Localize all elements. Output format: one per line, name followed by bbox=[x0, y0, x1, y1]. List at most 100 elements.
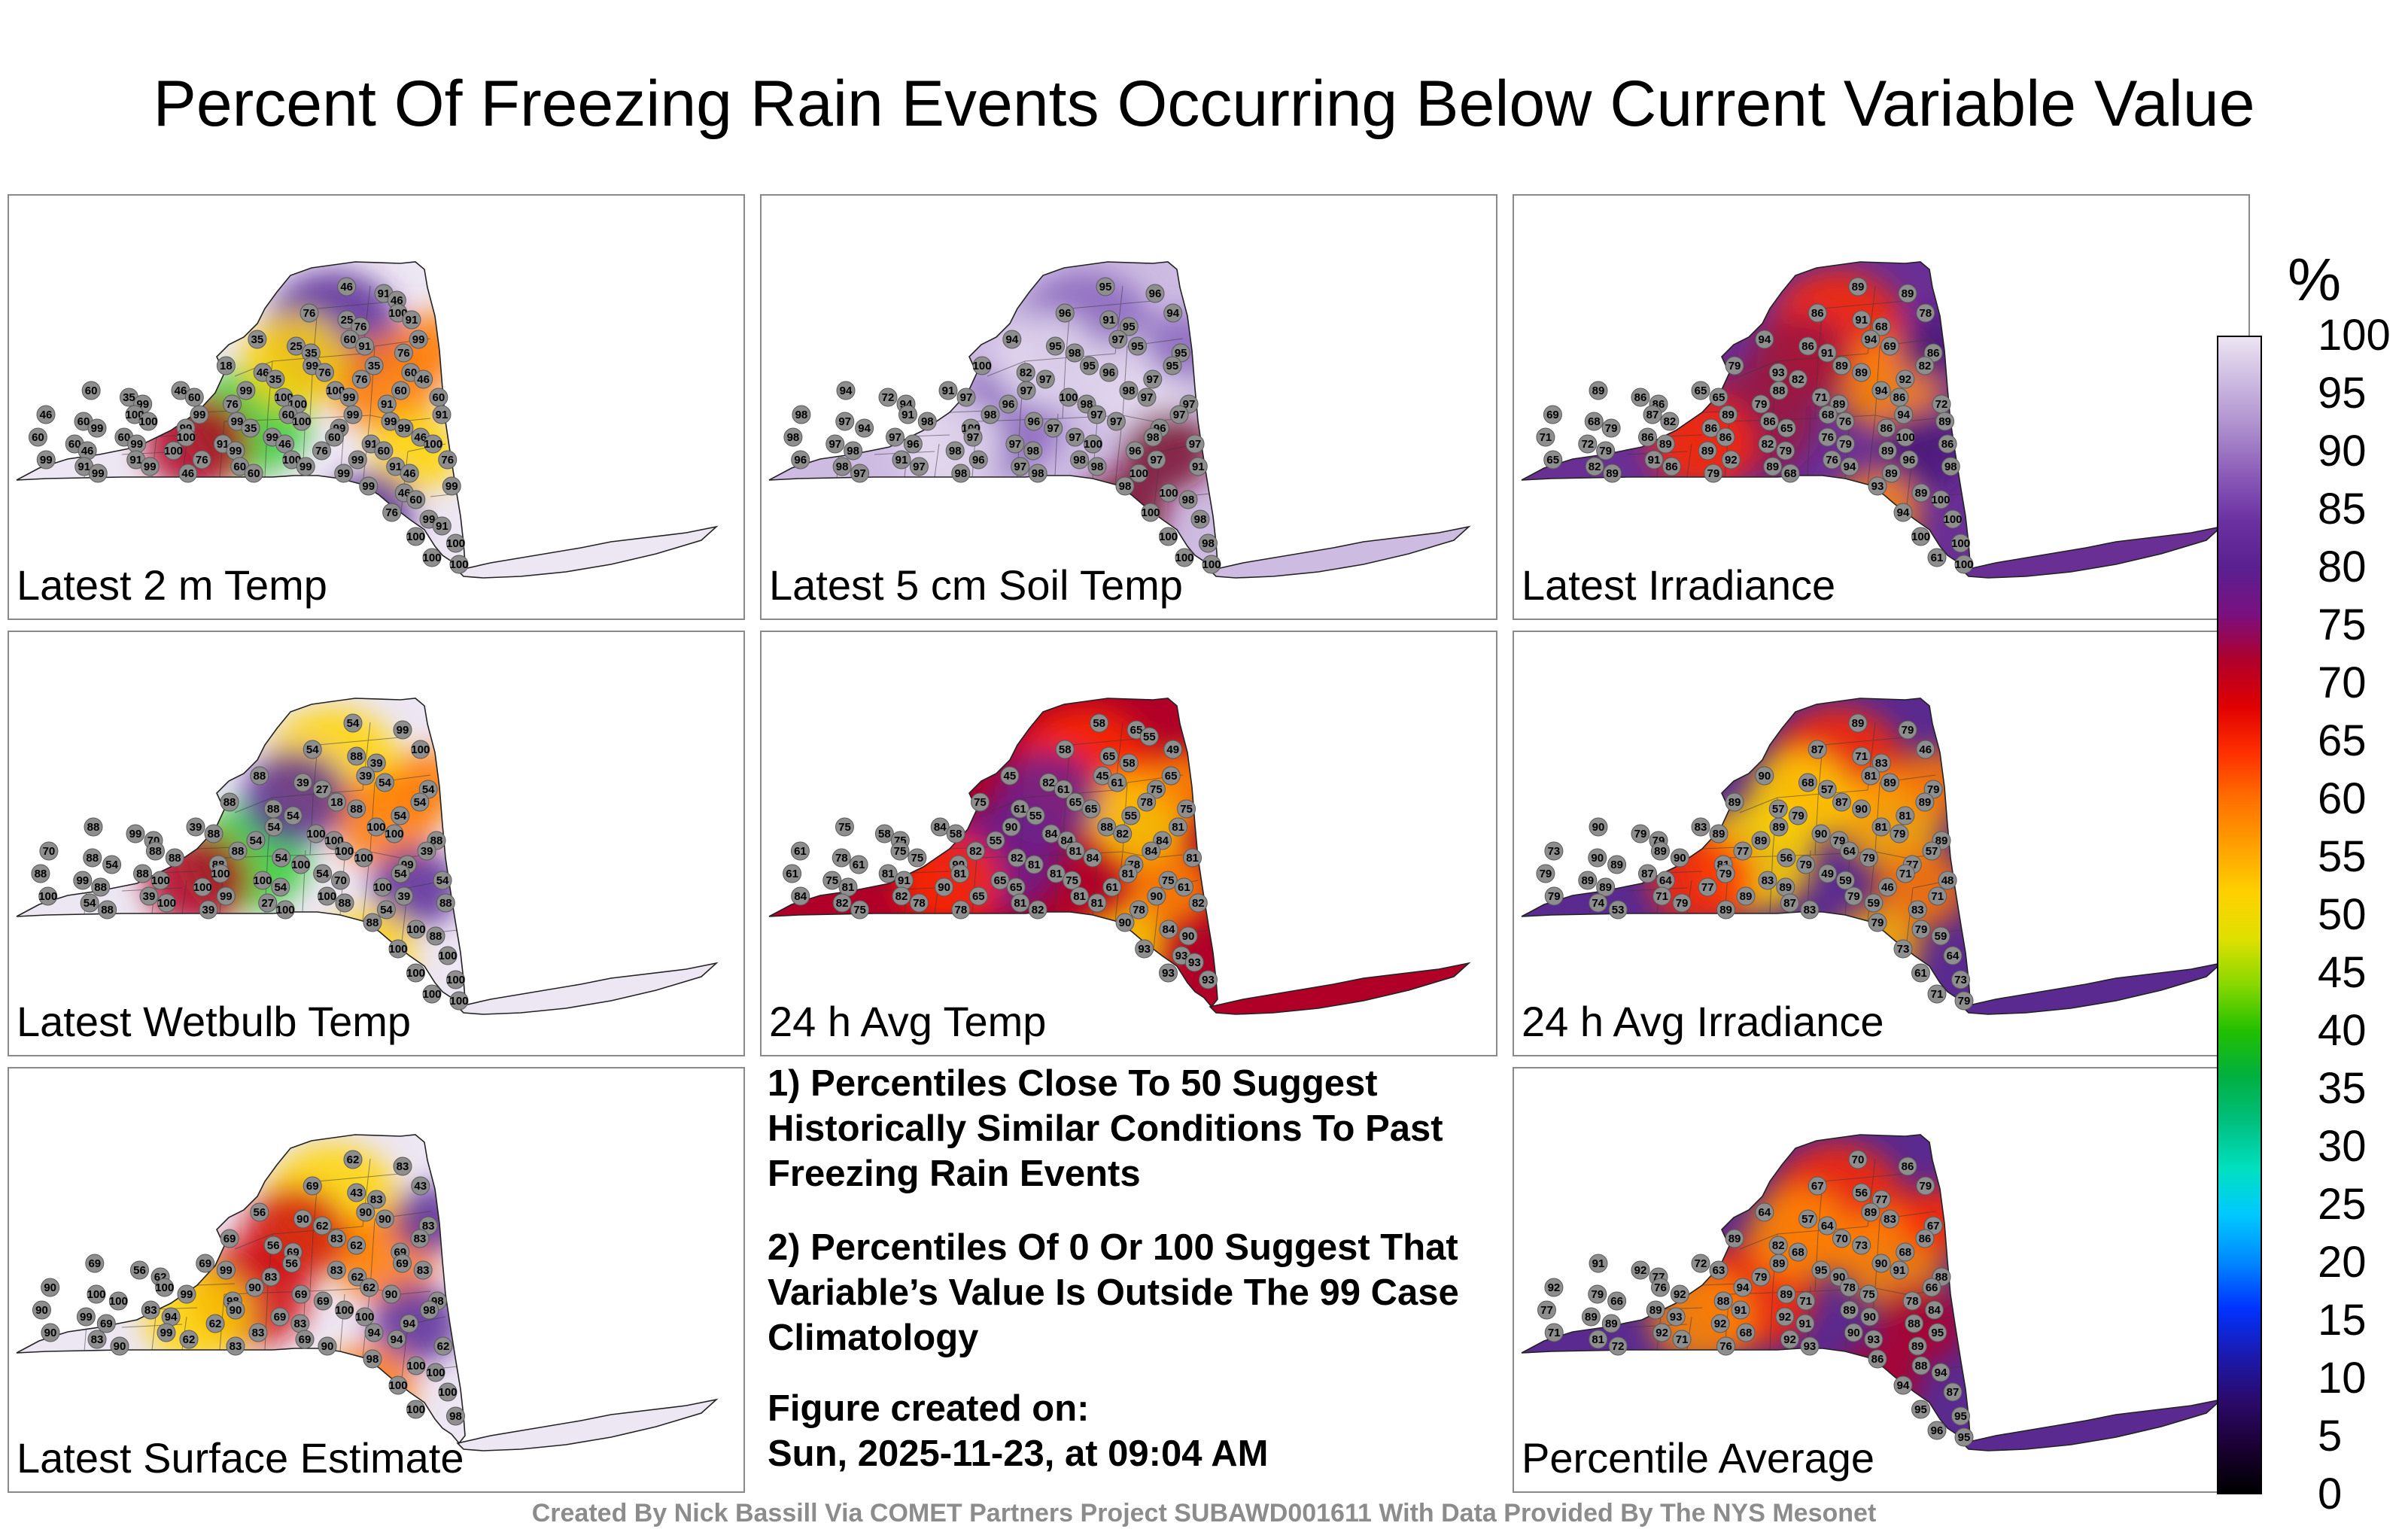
station-value: 64 bbox=[1659, 874, 1672, 887]
station-marker bbox=[366, 753, 386, 773]
station-marker bbox=[391, 806, 410, 825]
station-marker bbox=[1070, 886, 1090, 906]
station-marker bbox=[1537, 1300, 1556, 1320]
station-marker bbox=[1652, 1323, 1672, 1342]
station-value: 81 bbox=[1899, 810, 1911, 822]
station-marker bbox=[1660, 412, 1680, 431]
station-value: 59 bbox=[1839, 874, 1852, 887]
station-value: 64 bbox=[1821, 1220, 1834, 1233]
station-marker bbox=[1102, 877, 1122, 897]
station-marker bbox=[946, 824, 965, 843]
station-marker bbox=[1796, 855, 1816, 874]
station-marker bbox=[244, 464, 263, 483]
station-value: 100 bbox=[326, 385, 345, 397]
station-marker bbox=[98, 900, 117, 919]
panel-latest-surface-estimate: 62 83 69 43 83 43 56 90 62 90 90 83 69 56 69 83 62 69 83 69… bbox=[8, 1067, 745, 1493]
station-marker bbox=[1808, 303, 1827, 323]
station-value: 99 bbox=[91, 422, 104, 435]
station-marker bbox=[1808, 1176, 1827, 1196]
station-value: 54 bbox=[380, 904, 393, 916]
station-value: 56 bbox=[133, 1264, 146, 1277]
station-value: 89 bbox=[1935, 834, 1948, 847]
station-value: 97 bbox=[1047, 422, 1060, 435]
station-marker bbox=[1010, 799, 1029, 819]
county-border bbox=[264, 413, 269, 478]
station-value: 100 bbox=[211, 868, 230, 880]
station-value: 78 bbox=[1140, 796, 1153, 809]
station-value: 91 bbox=[78, 460, 90, 473]
station-value: 89 bbox=[1902, 287, 1914, 300]
station-marker bbox=[355, 1307, 375, 1327]
station-value: 94 bbox=[858, 422, 871, 435]
station-marker bbox=[1646, 1300, 1665, 1320]
station-value: 97 bbox=[1020, 385, 1033, 397]
station-value: 88 bbox=[366, 916, 379, 929]
station-value: 91 bbox=[1192, 460, 1205, 473]
panel-label: 24 h Avg Temp bbox=[769, 998, 1047, 1045]
station-marker bbox=[1931, 926, 1950, 946]
station-value: 99 bbox=[240, 385, 253, 397]
station-marker bbox=[391, 381, 411, 400]
station-value: 86 bbox=[1871, 1353, 1884, 1366]
station-value: 99 bbox=[144, 460, 157, 473]
station-marker bbox=[1848, 1150, 1868, 1169]
station-value: 83 bbox=[1804, 904, 1817, 916]
station-marker bbox=[388, 939, 408, 959]
station-marker bbox=[1631, 388, 1650, 407]
station-value: 92 bbox=[1899, 373, 1911, 386]
station-value: 97 bbox=[1183, 398, 1196, 411]
station-value: 76 bbox=[397, 347, 410, 360]
station-marker bbox=[96, 1314, 116, 1333]
station-value: 88 bbox=[149, 845, 162, 858]
station-marker bbox=[986, 831, 1005, 850]
station-marker bbox=[1871, 381, 1891, 400]
station-marker bbox=[1643, 405, 1662, 424]
station-marker bbox=[1777, 848, 1796, 868]
station-value: 76 bbox=[1821, 431, 1834, 444]
nys-map: 9596969195949495989795951008297959697959… bbox=[768, 261, 1471, 579]
station-marker bbox=[1121, 806, 1141, 825]
station-value: 82 bbox=[1020, 366, 1032, 379]
station-value: 99 bbox=[362, 480, 375, 493]
station-value: 39 bbox=[370, 757, 383, 770]
station-marker bbox=[199, 900, 218, 919]
station-marker bbox=[1911, 1356, 1931, 1375]
station-value: 62 bbox=[437, 1340, 450, 1353]
station-marker bbox=[359, 476, 379, 496]
station-value: 86 bbox=[1941, 438, 1954, 451]
station-value: 60 bbox=[378, 445, 391, 457]
station-value: 100 bbox=[411, 743, 430, 756]
station-value: 99 bbox=[347, 409, 360, 421]
station-marker bbox=[1755, 330, 1774, 349]
station-value: 98 bbox=[1069, 347, 1081, 360]
station-marker bbox=[258, 893, 278, 913]
station-marker bbox=[1758, 434, 1777, 454]
station-marker bbox=[226, 1336, 245, 1356]
station-value: 82 bbox=[1192, 897, 1205, 910]
station-marker bbox=[355, 336, 375, 356]
station-marker bbox=[1716, 900, 1736, 919]
station-marker bbox=[1922, 1278, 1941, 1297]
station-value: 98 bbox=[1194, 513, 1207, 526]
station-value: 93 bbox=[1804, 1340, 1817, 1353]
station-value: 82 bbox=[1762, 438, 1774, 451]
station-marker bbox=[1759, 412, 1779, 431]
county-border bbox=[309, 1233, 314, 1292]
station-value: 96 bbox=[1149, 287, 1162, 300]
station-marker bbox=[1118, 864, 1138, 883]
station-value: 88 bbox=[1915, 1360, 1928, 1372]
field-patch bbox=[995, 750, 1100, 845]
station-marker bbox=[275, 900, 295, 919]
station-marker bbox=[250, 1202, 269, 1222]
station-marker bbox=[1691, 381, 1710, 400]
station-marker bbox=[1894, 405, 1914, 424]
station-marker bbox=[1087, 457, 1107, 476]
station-marker bbox=[1755, 1202, 1774, 1222]
station-value: 67 bbox=[1927, 1220, 1940, 1233]
station-value: 84 bbox=[1163, 923, 1175, 936]
station-value: 81 bbox=[1864, 770, 1877, 783]
station-marker bbox=[970, 792, 990, 812]
station-value: 65 bbox=[1010, 881, 1023, 894]
station-value: 93 bbox=[1868, 1333, 1880, 1346]
station-marker bbox=[1638, 864, 1657, 883]
